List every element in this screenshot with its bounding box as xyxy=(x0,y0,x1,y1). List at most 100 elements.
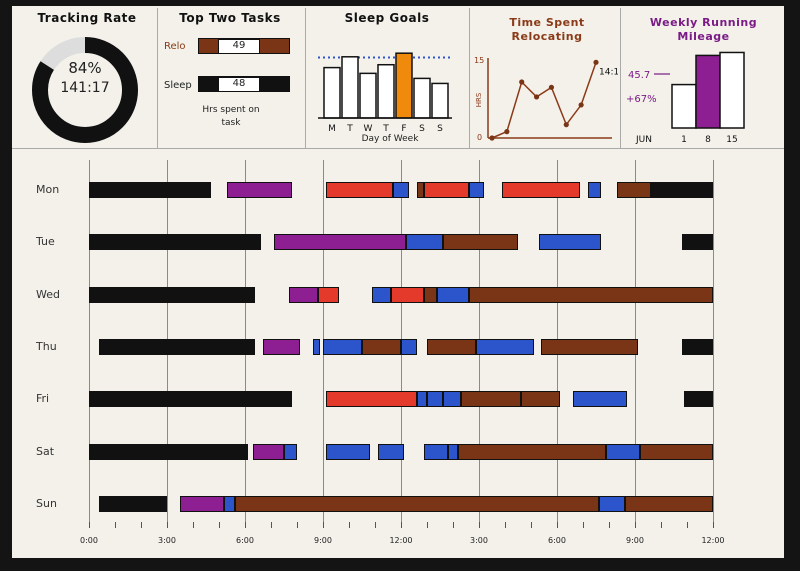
task-label-sleep: Sleep xyxy=(164,80,192,91)
reloc-point xyxy=(593,59,599,65)
timeline-segment-blue xyxy=(442,391,461,408)
timeline-minor-tick xyxy=(219,522,220,528)
task-value-relo: 49 xyxy=(218,39,260,54)
timeline-tick-label: 12:00 xyxy=(389,536,413,545)
timeline-segment-black xyxy=(99,338,256,355)
sleep-day-label: T xyxy=(382,124,389,134)
timeline-minor-tick xyxy=(453,522,454,528)
reloc-ymin: 0 xyxy=(477,133,482,142)
timeline-segment-blue xyxy=(416,391,427,408)
divider xyxy=(305,8,306,148)
timeline-segment-brown xyxy=(427,338,477,355)
sleep-day-label: S xyxy=(437,124,443,134)
panel-title: Top Two Tasks xyxy=(179,11,281,25)
timeline-segment-brown xyxy=(460,391,521,408)
panel-title: Tracking Rate xyxy=(37,11,137,25)
timeline-segment-red xyxy=(317,286,339,303)
tracking-donut xyxy=(32,37,138,143)
running-x-label: 8 xyxy=(705,135,711,145)
timeline-segment-red xyxy=(502,182,581,198)
timeline-segment-blue xyxy=(325,443,370,460)
reloc-ylabel: HRS xyxy=(475,92,483,107)
timeline-minor-tick xyxy=(271,522,272,528)
timeline-day-label: Thu xyxy=(36,339,57,353)
timeline-segment-brown xyxy=(616,182,651,198)
timeline-segment-brown xyxy=(234,495,599,512)
timeline-segment-purple xyxy=(226,182,292,198)
timeline-minor-tick xyxy=(661,522,662,528)
sleep-bar xyxy=(359,72,377,119)
timeline-segment-blue xyxy=(377,443,404,460)
timeline-segment-blue xyxy=(427,391,443,408)
reloc-point xyxy=(504,129,510,135)
sleep-day-label: M xyxy=(328,124,336,134)
timeline-tick-label: 3:00 xyxy=(470,536,488,545)
task-value-sleep: 48 xyxy=(218,77,260,92)
timeline-segment-blue xyxy=(401,338,417,355)
timeline-segment-brown xyxy=(541,338,638,355)
timeline-minor-tick xyxy=(427,522,428,528)
timeline-segment-black xyxy=(681,234,713,251)
donut-arc xyxy=(32,37,138,143)
timeline-segment-blue xyxy=(588,182,602,198)
timeline-segment-blue xyxy=(393,182,409,198)
timeline-segment-blue xyxy=(538,234,602,251)
running-annotation-value: 45.7 xyxy=(628,70,650,81)
timeline-minor-tick xyxy=(635,522,636,528)
timeline-segment-red xyxy=(424,182,469,198)
reloc-point xyxy=(519,79,525,85)
timeline-gridline xyxy=(89,160,90,528)
timeline-tick-label: 12:00 xyxy=(701,536,725,545)
sleep-day-label: T xyxy=(346,124,353,134)
sleep-xlabel: Day of Week xyxy=(361,134,419,144)
panel-title: Weekly Running Mileage xyxy=(649,16,758,43)
running-month: JUN xyxy=(635,135,652,145)
timeline-segment-blue xyxy=(312,338,321,355)
sleep-day-label: F xyxy=(401,124,406,134)
timeline-segment-brown xyxy=(468,286,713,303)
timeline-minor-tick xyxy=(375,522,376,528)
timeline-segment-red xyxy=(325,391,417,408)
timeline-minor-tick xyxy=(583,522,584,528)
timeline-segment-purple xyxy=(289,286,318,303)
timeline-segment-purple xyxy=(263,338,300,355)
sleep-bar xyxy=(377,63,395,119)
timeline-minor-tick xyxy=(505,522,506,528)
timeline-day-label: Fri xyxy=(36,392,50,406)
running-chart: 1 8 15 JUN 45.7 +67% xyxy=(626,51,745,145)
timeline-minor-tick xyxy=(557,522,558,528)
running-x-label: 1 xyxy=(681,135,687,145)
tracking-time: 141:17 xyxy=(60,80,110,96)
timeline-segment-red xyxy=(390,286,425,303)
panel-title: Sleep Goals xyxy=(344,11,430,25)
reloc-line xyxy=(491,62,597,139)
timeline-segment-blue xyxy=(572,391,628,408)
timeline-segment-blue xyxy=(323,338,362,355)
timeline-segment-brown xyxy=(640,443,713,460)
timeline-minor-tick xyxy=(141,522,142,528)
reloc-point xyxy=(548,84,555,90)
timeline-segment-brown xyxy=(624,495,713,512)
timeline-segment-black xyxy=(681,338,713,355)
timeline-segment-blue xyxy=(447,443,459,460)
sleep-day-label: W xyxy=(364,124,373,134)
timeline-tick-label: 6:00 xyxy=(236,536,254,545)
timeline-tick-label: 6:00 xyxy=(548,536,566,545)
timeline-segment-blue xyxy=(598,495,625,512)
reloc-annotation: 14:19 xyxy=(599,67,618,77)
sleep-bar xyxy=(413,77,431,119)
tracking-percent: 84% xyxy=(68,59,102,77)
timeline-segment-purple xyxy=(252,443,284,460)
timeline-segment-blue xyxy=(476,338,534,355)
timeline-segment-blue xyxy=(406,234,443,251)
timeline-segment-red xyxy=(325,182,394,198)
running-annotation-pct: +67% xyxy=(626,94,657,105)
timeline-minor-tick xyxy=(713,522,714,528)
timeline-tick-label: 9:00 xyxy=(626,536,644,545)
timeline-day-label: Sat xyxy=(36,444,55,458)
timeline-day-label: Tue xyxy=(36,235,55,249)
timeline-segment-blue xyxy=(372,286,391,303)
timeline-tick-label: 3:00 xyxy=(158,536,176,545)
timeline-segment-black xyxy=(89,286,256,303)
